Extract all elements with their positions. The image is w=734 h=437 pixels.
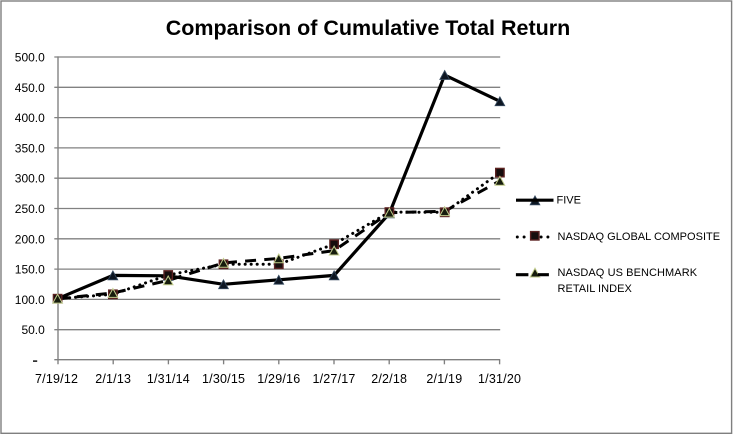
svg-text:NASDAQ US BENCHMARK: NASDAQ US BENCHMARK [558, 267, 698, 279]
svg-text:NASDAQ GLOBAL COMPOSITE: NASDAQ GLOBAL COMPOSITE [558, 231, 721, 243]
svg-text:250.0: 250.0 [15, 202, 45, 216]
svg-text:150.0: 150.0 [15, 263, 45, 277]
svg-text:500.0: 500.0 [15, 51, 45, 65]
svg-text:300.0: 300.0 [15, 172, 45, 186]
svg-text:1/31/14: 1/31/14 [147, 372, 190, 386]
svg-text:200.0: 200.0 [15, 232, 45, 246]
svg-text:450.0: 450.0 [15, 81, 45, 95]
svg-text:2/1/19: 2/1/19 [426, 372, 462, 386]
svg-text:1/31/20: 1/31/20 [478, 372, 521, 386]
svg-text:1/30/15: 1/30/15 [202, 372, 245, 386]
svg-text:1/27/17: 1/27/17 [312, 372, 355, 386]
svg-text:FIVE: FIVE [557, 195, 581, 207]
svg-text:2/2/18: 2/2/18 [371, 372, 407, 386]
svg-text:50.0: 50.0 [21, 323, 45, 337]
svg-text:400.0: 400.0 [15, 111, 45, 125]
svg-text:RETAIL INDEX: RETAIL INDEX [558, 283, 633, 295]
svg-text:100.0: 100.0 [15, 293, 45, 307]
svg-text:2/1/13: 2/1/13 [95, 372, 131, 386]
svg-text:350.0: 350.0 [15, 141, 45, 155]
svg-text:7/19/12: 7/19/12 [35, 372, 78, 386]
svg-text:1/29/16: 1/29/16 [257, 372, 300, 386]
svg-text:Comparison of Cumulative Total: Comparison of Cumulative Total Return [166, 16, 571, 40]
